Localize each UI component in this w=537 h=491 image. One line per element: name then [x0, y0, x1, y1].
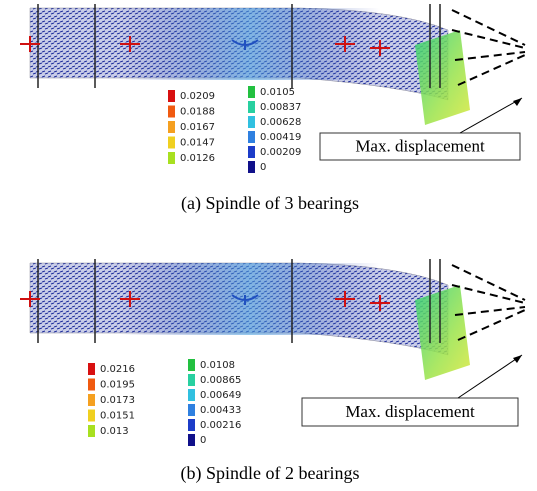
legend-swatch	[248, 161, 255, 173]
legend-value: 0.00216	[200, 420, 241, 431]
legend-swatch	[88, 394, 95, 406]
panel: 0.0209 0.0188 0.0167 0.0147 0.0126 0.0105 0.00…	[20, 4, 525, 214]
legend-swatch	[168, 137, 175, 149]
legend-value: 0.0195	[100, 380, 135, 391]
caption: (b) Spindle of 2 bearings	[181, 463, 360, 484]
legend-swatch	[88, 410, 95, 422]
legend-value: 0.00837	[260, 102, 301, 113]
legend-swatch	[248, 116, 255, 128]
arrow-head	[513, 355, 522, 363]
legend-swatch	[248, 86, 255, 98]
legend-value: 0.00649	[200, 390, 241, 401]
spindle-tip	[415, 30, 470, 125]
legend-value: 0.013	[100, 426, 129, 437]
legend-swatch	[188, 374, 195, 386]
figure: 0.0209 0.0188 0.0167 0.0147 0.0126 0.0105 0.00…	[0, 0, 537, 491]
legend-swatch	[88, 425, 95, 437]
legend-value: 0	[260, 162, 266, 173]
legend-value: 0.0126	[180, 153, 215, 164]
legend-swatch	[168, 152, 175, 164]
legend-swatch	[188, 389, 195, 401]
legend-value: 0.00865	[200, 375, 241, 386]
panel: 0.0216 0.0195 0.0173 0.0151 0.013 0.0108 0.008…	[20, 259, 525, 484]
legend-value: 0.0216	[100, 364, 135, 375]
legend-value: 0.0188	[180, 107, 215, 118]
legend-value: 0.0167	[180, 122, 215, 133]
caption: (a) Spindle of 3 bearings	[181, 193, 359, 214]
legend-swatch	[248, 146, 255, 158]
annotation-text: Max. displacement	[355, 136, 485, 155]
legend-swatch	[188, 434, 195, 446]
legend-swatch	[168, 121, 175, 133]
legend-swatch	[88, 363, 95, 375]
legend-swatch	[188, 359, 195, 371]
legend-value: 0.0108	[200, 360, 235, 371]
spindle-tip	[415, 285, 470, 380]
legend-swatch	[248, 101, 255, 113]
legend-value: 0.00209	[260, 147, 301, 158]
legend-value: 0.00433	[200, 405, 241, 416]
arrow-head	[513, 98, 522, 106]
legend-swatch	[88, 379, 95, 391]
legend-swatch	[168, 90, 175, 102]
legend-value: 0.0147	[180, 138, 215, 149]
legend-value: 0.00628	[260, 117, 301, 128]
legend-swatch	[168, 106, 175, 118]
legend-value: 0.0173	[100, 395, 135, 406]
annotation-text: Max. displacement	[345, 402, 475, 421]
legend-value: 0.00419	[260, 132, 301, 143]
legend-value: 0.0209	[180, 91, 215, 102]
legend-swatch	[188, 419, 195, 431]
legend-swatch	[188, 404, 195, 416]
legend-value: 0.0105	[260, 87, 295, 98]
legend-value: 0.0151	[100, 411, 135, 422]
annotation-arrow	[460, 98, 522, 133]
legend-value: 0	[200, 435, 206, 446]
legend-swatch	[248, 131, 255, 143]
